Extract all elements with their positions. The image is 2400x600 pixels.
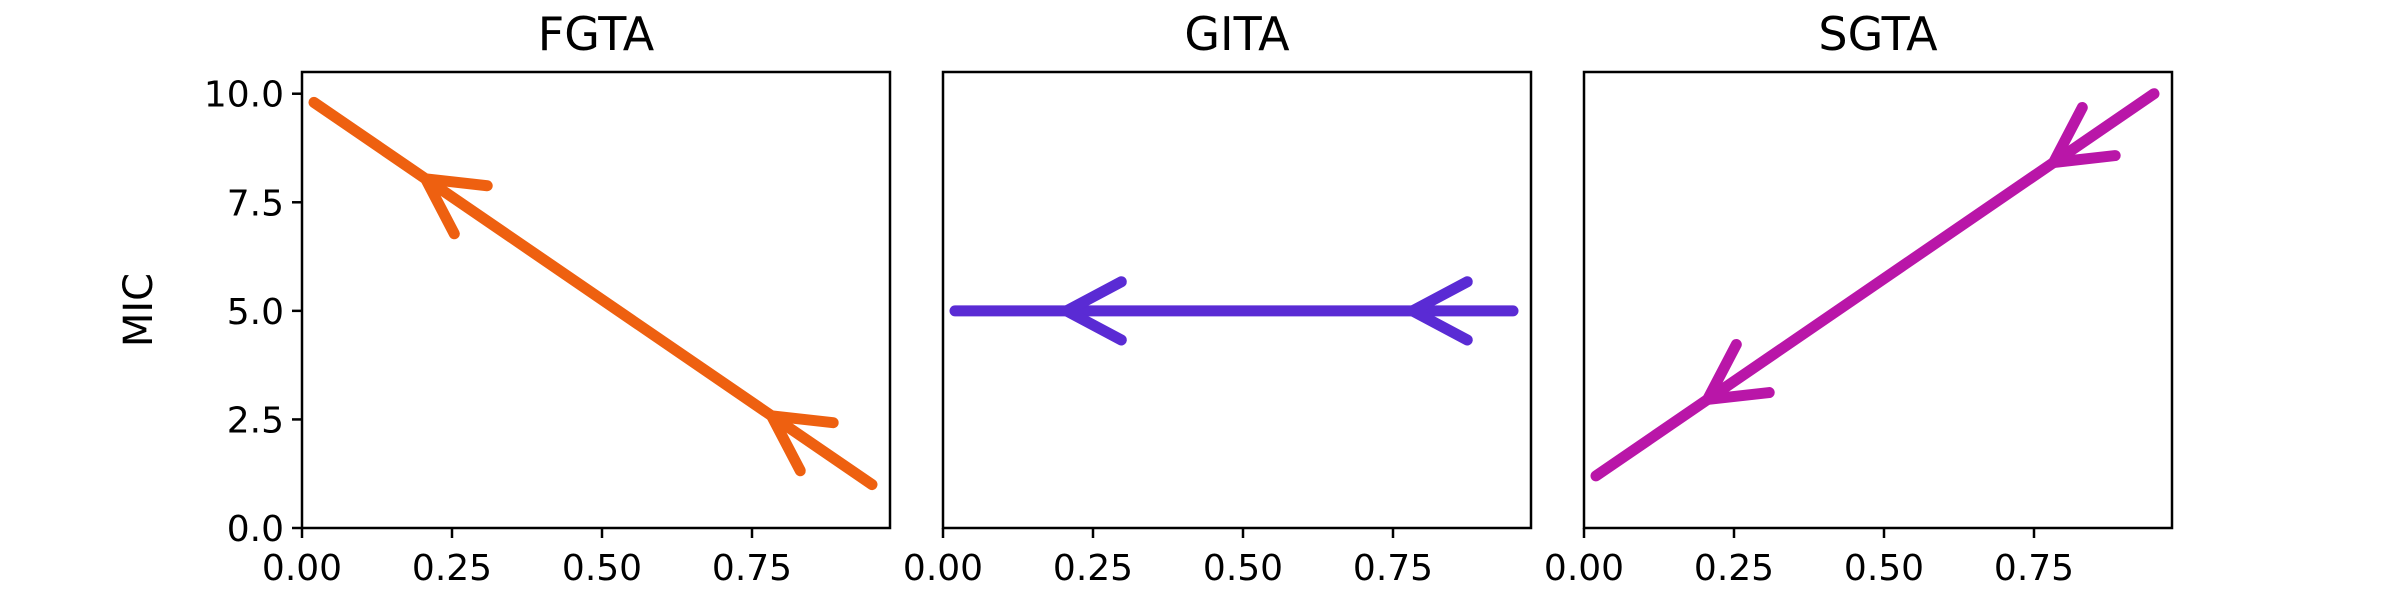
arrowhead (1702, 339, 1775, 405)
subplots: FGTA 0.00 0.25 0.50 0.75 0.0 2.5 5.0 7.5 10.0 GITA… (204, 7, 2174, 589)
y-tick-label: 0.0 (227, 509, 284, 550)
series-path (1590, 88, 2160, 482)
series-line (949, 276, 1519, 346)
x-tick-label: 0.75 (1994, 548, 2074, 589)
x-tick-label: 0.50 (562, 548, 642, 589)
arrowhead (1407, 276, 1473, 346)
x-tick-label: 0.00 (1544, 548, 1624, 589)
axes-frame (1582, 70, 2174, 530)
arrowhead (2048, 102, 2121, 169)
subplot-fgta: FGTA 0.00 0.25 0.50 0.75 0.0 2.5 5.0 7.5 10.0 (204, 7, 892, 589)
subplot-sgta: SGTA 0.00 0.25 0.50 0.75 (1544, 7, 2174, 589)
x-tick-label: 0.75 (1353, 548, 1433, 589)
arrowhead (1061, 276, 1127, 346)
x-tick-label: 0.50 (1203, 548, 1283, 589)
x-tick-label: 0.75 (712, 548, 792, 589)
subplot-title: GITA (1184, 7, 1290, 61)
x-tick-label: 0.25 (412, 548, 492, 589)
y-axis-label: MIC (116, 273, 162, 347)
arrowhead (766, 410, 839, 477)
axes-frame (300, 70, 892, 530)
x-tick-label: 0.25 (1694, 548, 1774, 589)
series-line (308, 96, 878, 491)
arrowhead (420, 173, 493, 240)
axes-frame (941, 70, 1533, 530)
y-tick-label: 2.5 (227, 400, 284, 441)
y-tick-label: 5.0 (227, 292, 284, 333)
subplot-title: FGTA (538, 7, 655, 61)
x-tick-label: 0.25 (1053, 548, 1133, 589)
subplot-gita: GITA 0.00 0.25 0.50 0.75 (903, 7, 1533, 589)
y-tick-label: 7.5 (227, 183, 284, 224)
series-line (1590, 88, 2160, 482)
series-path (308, 96, 878, 491)
x-tick-label: 0.00 (903, 548, 983, 589)
y-tick-label: 10.0 (204, 75, 284, 116)
x-tick-label: 0.50 (1844, 548, 1924, 589)
x-tick-label: 0.00 (262, 548, 342, 589)
subplot-title: SGTA (1818, 7, 1938, 61)
